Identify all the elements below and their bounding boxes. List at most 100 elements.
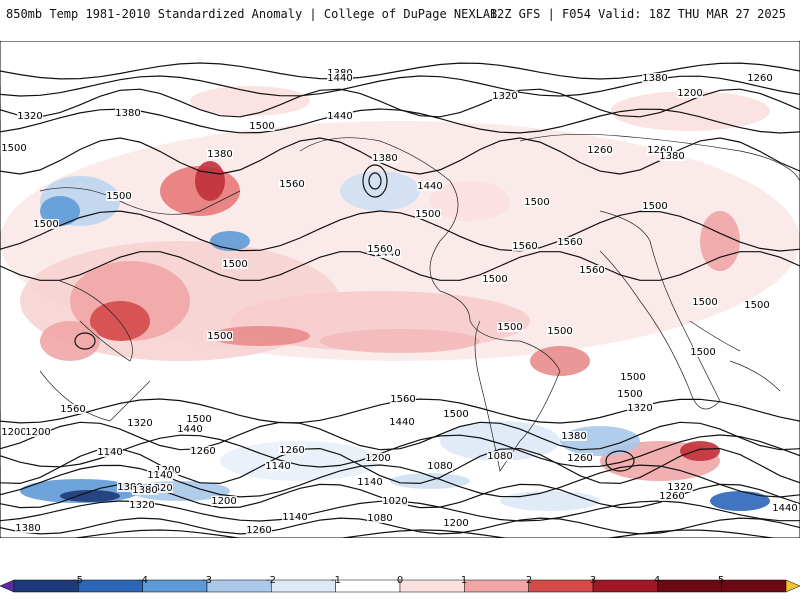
contour-closed	[368, 172, 382, 190]
map-title: 850mb Temp 1981-2010 Standardized Anomal…	[6, 7, 498, 21]
coastline	[599, 210, 721, 410]
contour-label-bg	[365, 453, 391, 463]
contour-label: 1260	[190, 446, 215, 457]
contour-line	[0, 251, 800, 281]
contour-line	[0, 88, 800, 118]
contour-label: 1140	[282, 512, 307, 523]
contour-label-bg	[129, 500, 155, 510]
anomaly-blob	[40, 321, 100, 361]
model-run-info: 12Z GFS | F054 Valid: 18Z THU MAR 27 202…	[489, 7, 786, 21]
contour-label: 1500	[415, 209, 440, 220]
contour-line	[0, 464, 800, 498]
colorbar-cell	[206, 579, 272, 593]
contour-label: 1140	[357, 477, 382, 488]
coastline	[729, 360, 781, 392]
coastline	[59, 280, 133, 362]
contour-label-bg	[690, 347, 716, 357]
contour-label-bg	[115, 108, 141, 118]
colorbar-cell	[335, 579, 401, 593]
colorbar-cell	[721, 579, 787, 593]
contour-label-bg	[512, 241, 538, 251]
contour-label-bg	[627, 403, 653, 413]
contour-line	[0, 62, 800, 80]
contour-label-bg	[279, 179, 305, 189]
contour-closed	[605, 450, 635, 472]
contour-label-bg	[367, 513, 393, 523]
contour-line	[0, 210, 800, 252]
contour-label-bg	[207, 331, 233, 341]
contour-label-bg	[443, 518, 469, 528]
colorbar-label: 3	[589, 575, 597, 586]
contour-label-bg	[415, 209, 441, 219]
coastline	[689, 320, 741, 352]
contour-label-bg	[427, 461, 453, 471]
contour-label: 1200	[211, 496, 236, 507]
coastline	[39, 187, 241, 215]
contour-label: 1500	[207, 331, 232, 342]
coastline	[39, 370, 151, 422]
colorbar-cell	[528, 579, 594, 593]
contour-label: 1440	[417, 181, 442, 192]
contour-label-bg	[561, 431, 587, 441]
contour-label-bg	[492, 91, 518, 101]
anomaly-map[interactable]: 1380 1440 1260 1320 1380 1200 1320 1260 1380 1440…	[0, 41, 800, 538]
contour-label: 1500	[547, 326, 572, 337]
contour-label: 1080	[487, 451, 512, 462]
contour-label-bg	[587, 145, 613, 155]
contour-label: 1440	[327, 111, 352, 122]
contour-label-bg	[372, 153, 398, 163]
colorbar-label: 0	[396, 575, 404, 586]
contour-label: 1560	[60, 404, 85, 415]
contour-label: 1560	[367, 244, 392, 255]
contour-label-bg	[60, 404, 86, 414]
contour-label: 1320	[127, 418, 152, 429]
contour-label-bg	[15, 523, 41, 533]
anomaly-blob	[700, 211, 740, 271]
contour-label-bg	[327, 111, 353, 121]
contour-label-bg	[17, 111, 43, 121]
anomaly-blob	[320, 329, 480, 353]
colorbar-arrow-low	[0, 579, 15, 593]
colorbar-label: -2	[266, 575, 276, 586]
contour-label: 1260	[659, 491, 684, 502]
colorbar-label: -4	[138, 575, 148, 586]
contour-label: 1440	[177, 424, 202, 435]
contour-label-bg	[567, 453, 593, 463]
contour-label: 1380	[115, 108, 140, 119]
contour-label: 1500	[617, 389, 642, 400]
contour-label: 1500	[33, 219, 58, 230]
coastline	[519, 133, 800, 182]
anomaly-blob	[60, 490, 120, 502]
colorbar-cell	[78, 579, 143, 593]
contour-labels: 1380 1440 1260 1320 1380 1200 1320 1260 1380 1440…	[1, 68, 798, 536]
contour-label: 1500	[642, 201, 667, 212]
contour-label: 1200	[1, 427, 26, 438]
contour-label-bg	[482, 274, 508, 284]
contour-label-bg	[246, 525, 272, 535]
contour-label-bg	[279, 445, 305, 455]
colorbar-cell	[13, 579, 79, 593]
colorbar-arrow-high	[785, 579, 800, 593]
contour-label: 1380	[207, 149, 232, 160]
contour-label: 1200	[443, 518, 468, 529]
contour-label: 1560	[579, 265, 604, 276]
contour-label: 1440	[772, 503, 797, 514]
contour-closed	[74, 332, 96, 350]
contour-label: 1140	[265, 461, 290, 472]
contour-label-bg	[744, 300, 770, 310]
anomaly-blob	[340, 171, 420, 211]
contour-label-bg	[1, 427, 27, 437]
contour-label-bg	[33, 219, 59, 229]
colorbar-label: -3	[202, 575, 212, 586]
contour-label: 1440	[327, 73, 352, 84]
contour-label: 1320	[147, 483, 172, 494]
contour-label: 1380	[642, 73, 667, 84]
contour-label-bg	[772, 503, 798, 513]
contour-label: 1380	[15, 523, 40, 534]
contour-label-bg	[692, 297, 718, 307]
contour-label-bg	[367, 244, 393, 254]
contour-label-bg	[222, 259, 248, 269]
colorbar-cell	[592, 579, 658, 593]
contour-label-bg	[186, 414, 212, 424]
anomaly-blob	[40, 196, 80, 226]
